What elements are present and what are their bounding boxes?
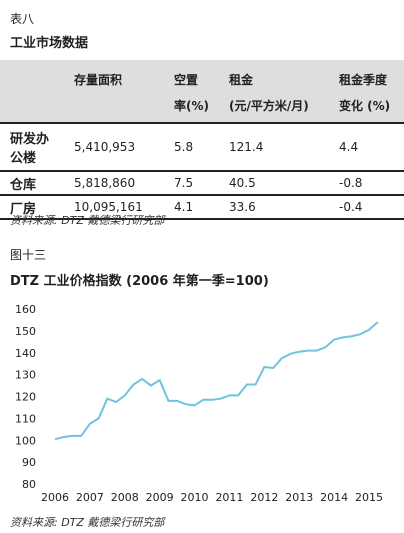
header-cell: 率(%) <box>174 98 209 113</box>
area-cell: 5,410,953 <box>74 140 136 154</box>
header-cell <box>0 92 74 123</box>
header-cell: 空置 <box>174 72 199 87</box>
header-cell: 变化 (%) <box>339 98 391 113</box>
x-tick-label: 2007 <box>76 491 104 504</box>
header-cell: 租金 <box>229 72 254 87</box>
y-tick-label: 80 <box>22 478 36 491</box>
x-tick-label: 2008 <box>111 491 139 504</box>
series-line <box>54 321 379 441</box>
header-cell <box>74 92 174 123</box>
row-name: 厂房 <box>10 201 37 217</box>
row-name: 仓库 <box>10 177 37 193</box>
y-tick-label: 100 <box>15 434 36 447</box>
table-row: 研发办公楼 5,410,953 5.8 121.4 4.4 <box>0 123 404 171</box>
table-row: 厂房 10,095,161 4.1 33.6 -0.4 <box>0 195 404 219</box>
rent-cell: 33.6 <box>229 200 256 214</box>
table-label: 表八 <box>10 12 35 26</box>
chart-title: DTZ 工业价格指数 (2006 年第一季=100) <box>10 274 269 289</box>
x-tick-label: 2015 <box>355 491 383 504</box>
change-cell: 4.4 <box>339 140 359 154</box>
row-name: 研发办 公楼 <box>0 123 74 171</box>
x-tick-label: 2011 <box>215 491 243 504</box>
header-cell: 存量面积 <box>74 72 123 87</box>
change-cell: -0.4 <box>339 200 363 214</box>
rent-cell: 121.4 <box>229 140 264 154</box>
vacancy-cell: 7.5 <box>174 176 194 190</box>
rent-cell: 40.5 <box>229 176 256 190</box>
area-cell: 5,818,860 <box>74 176 136 190</box>
header-cell: 租金季度 <box>339 72 388 87</box>
x-tick-label: 2010 <box>181 491 209 504</box>
y-tick-label: 160 <box>15 303 36 316</box>
vacancy-cell: 5.8 <box>174 140 194 154</box>
y-tick-label: 130 <box>15 369 36 382</box>
x-tick-label: 2006 <box>41 491 69 504</box>
table-row: 仓库 5,818,860 7.5 40.5 -0.8 <box>0 171 404 195</box>
y-tick-label: 90 <box>22 456 36 469</box>
row-name-line2: 公楼 <box>10 151 37 166</box>
y-tick-label: 150 <box>15 325 36 338</box>
table-source: 资料来源: DTZ 戴德梁行研究部 <box>10 214 165 227</box>
y-tick-label: 110 <box>15 412 36 425</box>
header-cell <box>0 60 74 92</box>
change-cell: -0.8 <box>339 176 363 190</box>
chart-source: 资料来源: DTZ 戴德梁行研究部 <box>10 516 165 529</box>
row-name-line1: 研发办 <box>10 132 50 147</box>
x-tick-label: 2009 <box>146 491 174 504</box>
x-tick-label: 2012 <box>250 491 278 504</box>
y-tick-label: 120 <box>15 391 36 404</box>
price-index-chart: 80 90 100 110 120 130 140 150 160 2006 2007 2008 20… <box>15 303 383 504</box>
header-cell: (元/平方米/月) <box>229 98 309 113</box>
x-tick-label: 2014 <box>320 491 348 504</box>
table-header-row: 存量面积 空置 租金 租金季度 <box>0 60 404 92</box>
industrial-market-table: 存量面积 空置 租金 租金季度 率(%) (元/平方米/月) 变化 (%) 研发… <box>0 60 404 220</box>
table-title: 工业市场数据 <box>10 36 89 51</box>
y-tick-label: 140 <box>15 347 36 360</box>
chart-label: 图十三 <box>10 248 47 262</box>
x-tick-label: 2013 <box>285 491 313 504</box>
table-header-row: 率(%) (元/平方米/月) 变化 (%) <box>0 92 404 123</box>
vacancy-cell: 4.1 <box>174 200 194 214</box>
area-cell: 10,095,161 <box>74 200 143 214</box>
